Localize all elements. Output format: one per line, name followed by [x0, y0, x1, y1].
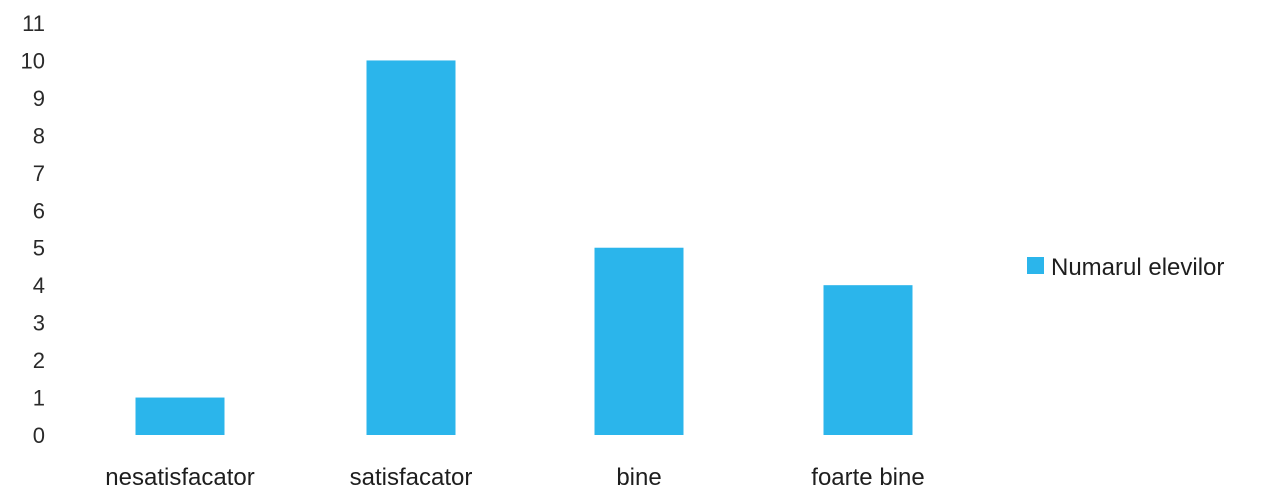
- y-tick-label: 2: [33, 348, 45, 373]
- y-tick-label: 11: [22, 11, 45, 36]
- x-category-label: nesatisfacator: [105, 464, 254, 491]
- y-tick-label: 1: [33, 386, 45, 411]
- bar: [823, 285, 913, 435]
- y-tick-label: 5: [33, 236, 45, 261]
- y-tick-label: 7: [33, 161, 45, 186]
- legend-swatch: [1027, 257, 1044, 274]
- bars: [135, 60, 913, 436]
- y-tick-label: 10: [21, 48, 45, 73]
- x-category-label: satisfacator: [350, 464, 473, 491]
- y-tick-label: 9: [33, 86, 45, 111]
- legend: Numarul elevilor: [1027, 254, 1224, 281]
- bar: [366, 60, 456, 436]
- y-tick-label: 8: [33, 123, 45, 148]
- y-axis-ticks: 0 1 2 3 4 5 6 7 8 9 10 11: [21, 11, 45, 448]
- y-tick-label: 4: [33, 273, 45, 298]
- y-tick-label: 3: [33, 311, 45, 336]
- y-tick-label: 6: [33, 198, 45, 223]
- x-category-label: foarte bine: [811, 464, 924, 491]
- y-tick-label: 0: [33, 423, 45, 448]
- x-axis-labels: nesatisfacator satisfacator bine foarte bin…: [105, 464, 924, 491]
- x-category-label: bine: [616, 464, 661, 491]
- bar: [594, 247, 684, 435]
- legend-label: Numarul elevilor: [1051, 254, 1224, 281]
- bar: [135, 397, 225, 435]
